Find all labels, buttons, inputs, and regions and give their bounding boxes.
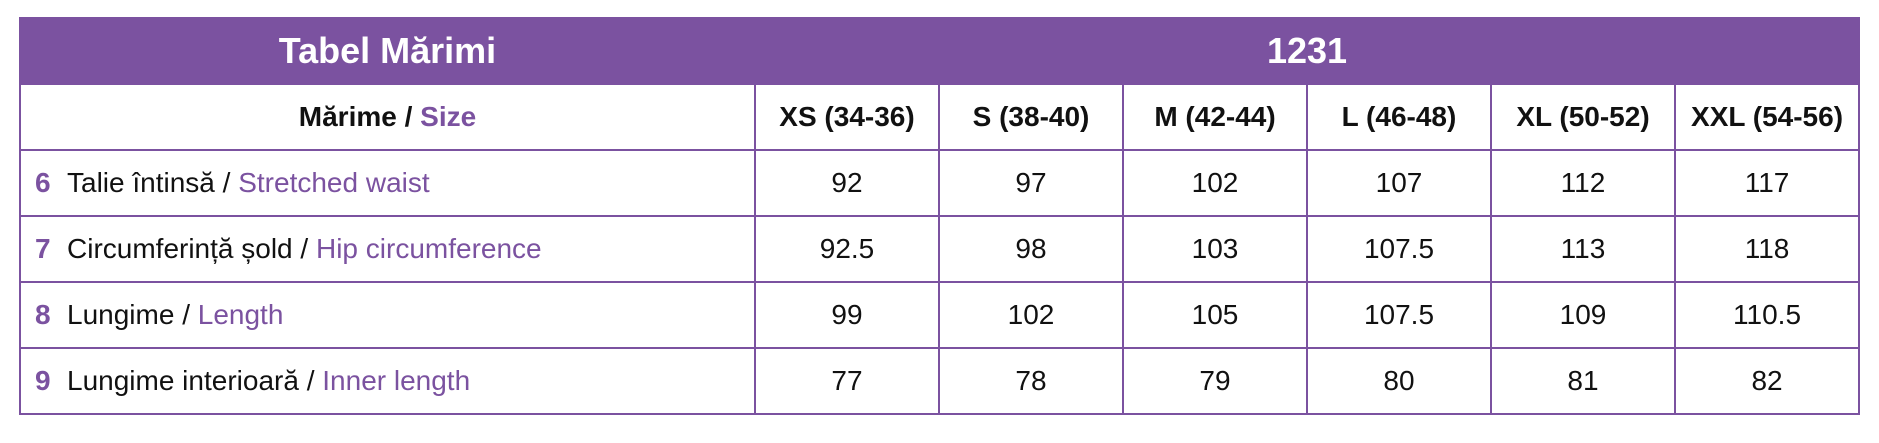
cell-value: 98 (938, 215, 1124, 283)
row-number: 9 (35, 365, 51, 396)
cell-value: 117 (1673, 149, 1861, 217)
size-label: Mărime / Size (19, 83, 756, 151)
size-header: XS (34-36) (754, 83, 940, 151)
cell-value: 82 (1673, 347, 1861, 415)
row-number: 8 (35, 299, 51, 330)
label-ro: Mărime (298, 101, 397, 132)
row-label: 6 Talie întinsă / Stretched waist (19, 149, 756, 217)
size-table: Tabel Mărimi 1231 Mărime / Size XS (34-36… (19, 17, 1861, 415)
cell-value: 118 (1673, 215, 1861, 283)
data-row: 6 Talie întinsă / Stretched waist 92 97 102 1… (19, 149, 1861, 217)
row-number: 7 (35, 233, 51, 264)
label-ro: Lungime (67, 299, 175, 330)
cell-value: 97 (938, 149, 1124, 217)
cell-value: 78 (938, 347, 1124, 415)
cell-value: 105 (1122, 281, 1308, 349)
size-header: XL (50-52) (1490, 83, 1676, 151)
row-label: 9 Lungime interioară / Inner length (19, 347, 756, 415)
row-number: 6 (35, 167, 51, 198)
cell-value: 113 (1490, 215, 1676, 283)
cell-value: 107 (1306, 149, 1492, 217)
cell-value: 99 (754, 281, 940, 349)
cell-value: 112 (1490, 149, 1676, 217)
label-en: Length (197, 299, 284, 330)
size-header: S (38-40) (938, 83, 1124, 151)
label-en: Size (420, 101, 477, 132)
cell-value: 79 (1122, 347, 1308, 415)
size-header: M (42-44) (1122, 83, 1308, 151)
column-row: Mărime / Size XS (34-36) S (38-40) M (42-44… (19, 83, 1861, 151)
label-ro: Lungime interioară (67, 365, 299, 396)
title: Tabel Mărimi (19, 17, 756, 85)
data-row: 9 Lungime interioară / Inner length 77 78 79… (19, 347, 1861, 415)
cell-value: 102 (938, 281, 1124, 349)
separator: / (404, 101, 413, 132)
size-header: XXL (54-56) (1673, 83, 1861, 151)
label-ro: Circumferință șold (67, 233, 293, 264)
header-row: Tabel Mărimi 1231 (19, 17, 1861, 85)
cell-value: 77 (754, 347, 940, 415)
cell-value: 103 (1122, 215, 1308, 283)
separator: / (182, 299, 190, 330)
cell-value: 107.5 (1306, 215, 1492, 283)
row-label: 7 Circumferință șold / Hip circumference (19, 215, 756, 283)
label-en: Inner length (322, 365, 471, 396)
cell-value: 102 (1122, 149, 1308, 217)
separator: / (222, 167, 231, 198)
data-row: 8 Lungime / Length 99 102 105 107.5 109 110.5 (19, 281, 1861, 349)
cell-value: 109 (1490, 281, 1676, 349)
separator: / (306, 365, 315, 396)
label-ro: Talie întinsă (67, 167, 215, 198)
cell-value: 110.5 (1673, 281, 1861, 349)
label-en: Hip circumference (315, 233, 542, 264)
label-en: Stretched waist (238, 167, 430, 198)
size-header: L (46-48) (1306, 83, 1492, 151)
cell-value: 81 (1490, 347, 1676, 415)
separator: / (300, 233, 309, 264)
cell-value: 92.5 (754, 215, 940, 283)
data-row: 7 Circumferință șold / Hip circumference 9… (19, 215, 1861, 283)
cell-value: 80 (1306, 347, 1492, 415)
table-body: Tabel Mărimi 1231 Mărime / Size XS (34-36… (19, 17, 1861, 415)
model: 1231 (753, 17, 1861, 85)
cell-value: 92 (754, 149, 940, 217)
cell-value: 107.5 (1306, 281, 1492, 349)
row-label: 8 Lungime / Length (19, 281, 756, 349)
